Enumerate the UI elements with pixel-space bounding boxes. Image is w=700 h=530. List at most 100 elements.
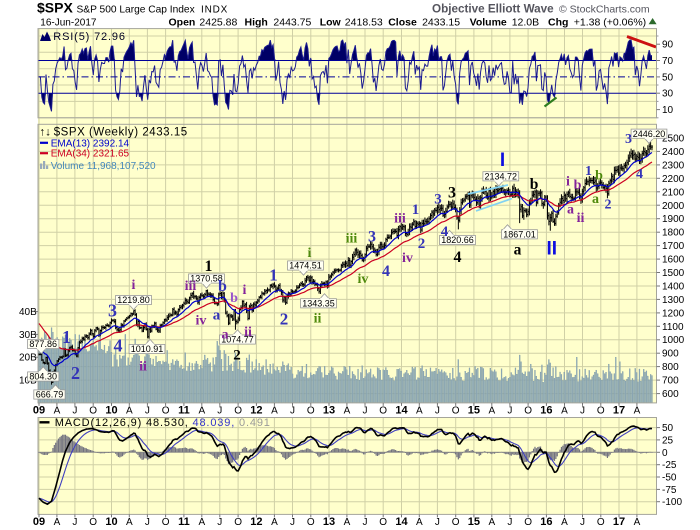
svg-text:1010.91: 1010.91 <box>131 344 164 354</box>
svg-text:A: A <box>488 406 495 417</box>
svg-text:J: J <box>435 406 440 417</box>
svg-text:O: O <box>452 517 460 528</box>
svg-text:90: 90 <box>662 40 674 51</box>
svg-text:2200: 2200 <box>662 174 685 185</box>
svg-text:4: 4 <box>382 263 390 280</box>
svg-text:2: 2 <box>418 236 426 252</box>
svg-text:16: 16 <box>540 516 552 528</box>
svg-text:2000: 2000 <box>662 201 685 212</box>
svg-text:J: J <box>580 406 585 417</box>
svg-text:3: 3 <box>625 132 632 147</box>
svg-text:II: II <box>547 239 558 260</box>
svg-text:A: A <box>561 406 568 417</box>
svg-text:© StockCharts.com: © StockCharts.com <box>559 3 650 15</box>
svg-text:b: b <box>218 278 227 295</box>
svg-text:O: O <box>89 517 97 528</box>
svg-text:Chg: Chg <box>548 17 568 29</box>
svg-text:J: J <box>290 517 295 528</box>
svg-text:14: 14 <box>395 516 408 528</box>
svg-text:2500: 2500 <box>662 134 685 145</box>
svg-text:O: O <box>307 517 315 528</box>
svg-text:666.79: 666.79 <box>36 390 64 400</box>
svg-text:3: 3 <box>448 184 456 201</box>
svg-text:A: A <box>344 406 351 417</box>
svg-text:900: 900 <box>662 349 679 360</box>
svg-text:↑↓: ↑↓ <box>40 127 52 139</box>
svg-text:O: O <box>162 406 170 417</box>
svg-text:EMA(13) 2392.14: EMA(13) 2392.14 <box>51 138 130 149</box>
svg-text:A: A <box>54 406 61 417</box>
svg-text:A: A <box>126 406 133 417</box>
svg-text:12: 12 <box>250 405 262 417</box>
svg-text:2: 2 <box>280 310 289 329</box>
svg-text:iv: iv <box>196 314 207 329</box>
svg-text:2433.15: 2433.15 <box>422 17 460 29</box>
svg-text:+1.38 (+0.06%): +1.38 (+0.06%) <box>574 17 646 29</box>
svg-text:i: i <box>566 175 570 190</box>
svg-text:1: 1 <box>412 202 420 218</box>
svg-text:4: 4 <box>441 224 449 240</box>
svg-text:1: 1 <box>62 327 71 347</box>
svg-text:Low: Low <box>320 17 342 29</box>
svg-text:-50: -50 <box>662 473 677 484</box>
svg-text:$SPX (Weekly) 2433.15: $SPX (Weekly) 2433.15 <box>54 127 188 139</box>
svg-text:09: 09 <box>33 405 45 417</box>
svg-text:A: A <box>271 517 278 528</box>
svg-text:A: A <box>416 517 423 528</box>
svg-text:2300: 2300 <box>662 160 685 171</box>
svg-text:J: J <box>72 406 77 417</box>
svg-text:a: a <box>222 328 229 343</box>
svg-text:iv: iv <box>358 272 369 287</box>
svg-text:A: A <box>126 517 133 528</box>
svg-text:30: 30 <box>662 89 674 100</box>
svg-text:A: A <box>416 406 423 417</box>
svg-text:b: b <box>530 176 539 193</box>
svg-text:S&P 500 Large Cap Index: S&P 500 Large Cap Index <box>77 5 195 16</box>
svg-text:A: A <box>488 517 495 528</box>
svg-text:J: J <box>363 517 368 528</box>
svg-text:ii: ii <box>139 360 147 375</box>
svg-text:2: 2 <box>233 347 241 363</box>
svg-text:0.491: 0.491 <box>239 417 271 429</box>
svg-text:1474.51: 1474.51 <box>289 261 322 271</box>
svg-text:Volume 11,968,107,520: Volume 11,968,107,520 <box>51 161 156 172</box>
svg-text:O: O <box>234 517 242 528</box>
svg-text:iv: iv <box>402 251 413 266</box>
svg-text:RSI(5) 72.96: RSI(5) 72.96 <box>53 31 126 43</box>
svg-text:14: 14 <box>395 405 408 417</box>
svg-text:A: A <box>634 517 641 528</box>
svg-text:i: i <box>308 246 312 261</box>
svg-text:2443.75: 2443.75 <box>273 17 311 29</box>
svg-text:15: 15 <box>468 516 480 528</box>
svg-text:50: 50 <box>662 423 674 434</box>
svg-text:J: J <box>145 406 150 417</box>
svg-text:O: O <box>524 406 532 417</box>
svg-text:O: O <box>452 406 460 417</box>
svg-text:O: O <box>379 406 387 417</box>
svg-text:1100: 1100 <box>662 322 684 333</box>
svg-text:A: A <box>561 517 568 528</box>
svg-text:3: 3 <box>434 191 442 207</box>
svg-text:600: 600 <box>662 389 679 400</box>
svg-text:1343.35: 1343.35 <box>302 299 335 309</box>
svg-text:O: O <box>89 406 97 417</box>
svg-text:800: 800 <box>662 362 679 373</box>
svg-text:3: 3 <box>108 301 117 321</box>
svg-text:2418.53: 2418.53 <box>345 17 383 29</box>
svg-text:16: 16 <box>540 405 552 417</box>
svg-text:b: b <box>230 291 238 306</box>
svg-text:70: 70 <box>662 56 674 67</box>
svg-text:1074.77: 1074.77 <box>221 335 254 345</box>
svg-text:A: A <box>634 406 641 417</box>
svg-text:2446.20: 2446.20 <box>633 129 666 139</box>
svg-text:iii: iii <box>394 212 406 227</box>
svg-text:1400: 1400 <box>662 282 685 293</box>
svg-text:2425.88: 2425.88 <box>199 17 237 29</box>
svg-text:16-Jun-2017: 16-Jun-2017 <box>40 18 97 29</box>
svg-text:Volume: Volume <box>470 17 507 29</box>
svg-text:Close: Close <box>388 17 417 29</box>
svg-text:MACD(12,26,9) 48.530,: MACD(12,26,9) 48.530, <box>55 417 189 429</box>
svg-text:40B: 40B <box>19 307 37 318</box>
svg-text:17: 17 <box>613 516 625 528</box>
svg-text:J: J <box>507 406 512 417</box>
